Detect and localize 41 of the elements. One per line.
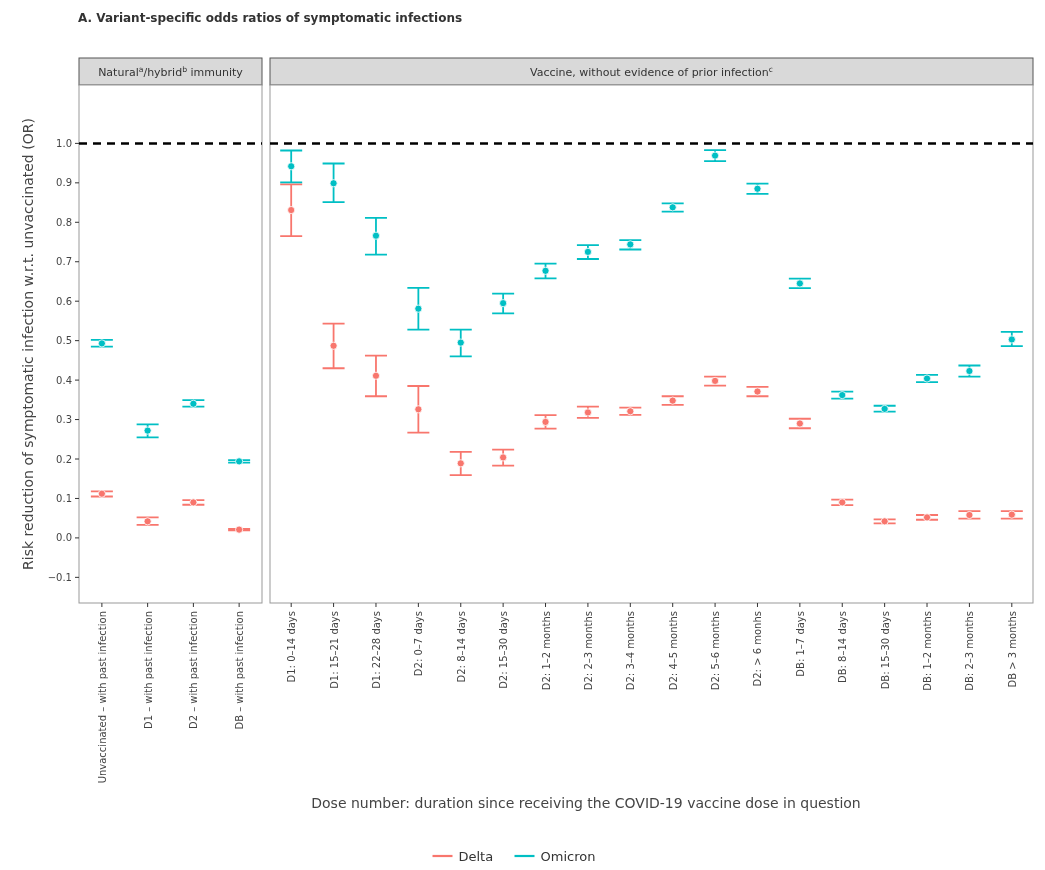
- x-tick-label: DB: 2–3 months: [964, 611, 976, 691]
- y-tick-label: −0.1: [47, 571, 72, 583]
- y-tick-label: 0.0: [56, 532, 72, 544]
- x-tick-label: D2: 3–4 months: [625, 611, 637, 691]
- x-tick-label: D1: 22–28 days: [370, 611, 382, 689]
- y-tick-label: 0.9: [56, 177, 72, 189]
- x-tick-label: Unvaccinated – with past infection: [96, 611, 108, 784]
- x-tick-label: D2: 2–3 months: [582, 611, 594, 691]
- x-tick-label: DB: 15–30 days: [879, 611, 891, 690]
- x-tick-label: D1 – with past infection: [142, 611, 154, 730]
- x-tick-label: D2: 4–5 months: [667, 611, 679, 691]
- x-tick-label: DB: 8–14 days: [837, 611, 849, 683]
- y-tick-label: 1.0: [56, 137, 72, 149]
- x-tick-label: DB – with past infection: [234, 611, 246, 730]
- y-tick-label: 0.8: [56, 216, 72, 228]
- x-tick-label: D2: 8–14 days: [455, 611, 467, 683]
- x-tick-label: DB > 3 months: [1006, 611, 1018, 688]
- y-tick-label: 0.6: [56, 295, 72, 307]
- x-tick-label: D1: 0–14 days: [286, 611, 298, 683]
- x-tick-label: DB: 1–2 months: [922, 611, 934, 691]
- y-tick-label: 0.5: [56, 335, 72, 347]
- y-tick-label: 0.1: [56, 492, 72, 504]
- x-tick-label: D2: 0–7 days: [413, 611, 425, 677]
- text: A. Variant-specific odds ratios of symptomatic infections: [78, 11, 463, 25]
- y-tick-label: 0.2: [56, 453, 72, 465]
- chart-title: Vaccine, without evidence of prior infection$^{c}$: [530, 64, 773, 79]
- x-tick-label: D2: > 6 monhs: [752, 611, 764, 687]
- x-tick-label: DB: 1–7 days: [794, 611, 806, 677]
- x-axis-title: Dose number: duration since receiving the COVID-19 vaccine dose in question: [311, 795, 861, 811]
- x-tick-label: D2 – with past infection: [188, 611, 200, 730]
- y-tick-label: 0.4: [56, 374, 72, 386]
- legend-label: Omicron: [540, 848, 596, 864]
- x-tick-label: D2: 5–6 months: [710, 611, 722, 691]
- y-tick-label: 0.7: [56, 256, 72, 268]
- y-axis-title: Risk reduction of symptomatic infection w.r.t. unvaccinated (OR): [20, 118, 36, 570]
- x-tick-label: D2: 1–2 months: [540, 611, 552, 691]
- chart-title: Natural$^{a}$/hybrid$^{b}$ immunity: [98, 64, 244, 79]
- x-tick-label: D1: 15–21 days: [328, 611, 340, 689]
- legend-label: Delta: [458, 848, 494, 864]
- y-tick-label: 0.3: [56, 414, 72, 426]
- x-tick-label: D2: 15–30 days: [498, 611, 510, 689]
